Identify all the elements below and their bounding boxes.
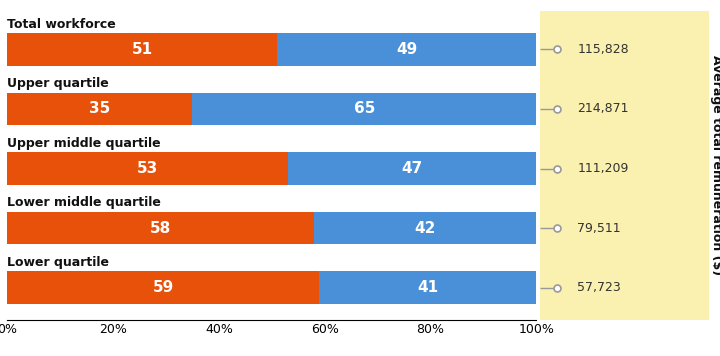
Bar xyxy=(7,33,277,66)
Text: 111,209: 111,209 xyxy=(577,162,629,175)
Text: 42: 42 xyxy=(415,221,436,236)
Bar xyxy=(288,152,536,185)
Text: 51: 51 xyxy=(132,42,153,57)
Text: 57,723: 57,723 xyxy=(577,281,621,294)
Text: Total workforce: Total workforce xyxy=(7,18,116,31)
Text: 79,511: 79,511 xyxy=(577,221,621,235)
Text: 35: 35 xyxy=(89,101,110,116)
Bar xyxy=(192,93,536,125)
Text: 58: 58 xyxy=(150,221,171,236)
Bar xyxy=(277,33,536,66)
Bar xyxy=(7,271,320,304)
Text: Lower middle quartile: Lower middle quartile xyxy=(7,196,161,209)
Bar xyxy=(7,212,314,245)
Text: 65: 65 xyxy=(354,101,375,116)
Y-axis label: Average total remuneration ($): Average total remuneration ($) xyxy=(710,56,720,276)
Text: 41: 41 xyxy=(418,280,438,295)
Text: 53: 53 xyxy=(137,161,158,176)
Text: 47: 47 xyxy=(402,161,423,176)
Text: 214,871: 214,871 xyxy=(577,103,629,115)
Text: 59: 59 xyxy=(153,280,174,295)
Bar xyxy=(314,212,536,245)
Bar xyxy=(320,271,536,304)
Bar xyxy=(7,152,288,185)
Text: Upper middle quartile: Upper middle quartile xyxy=(7,137,161,150)
Text: 115,828: 115,828 xyxy=(577,43,629,56)
Text: Upper quartile: Upper quartile xyxy=(7,77,109,90)
Bar xyxy=(7,93,192,125)
Text: 49: 49 xyxy=(396,42,418,57)
Text: Lower quartile: Lower quartile xyxy=(7,256,109,269)
